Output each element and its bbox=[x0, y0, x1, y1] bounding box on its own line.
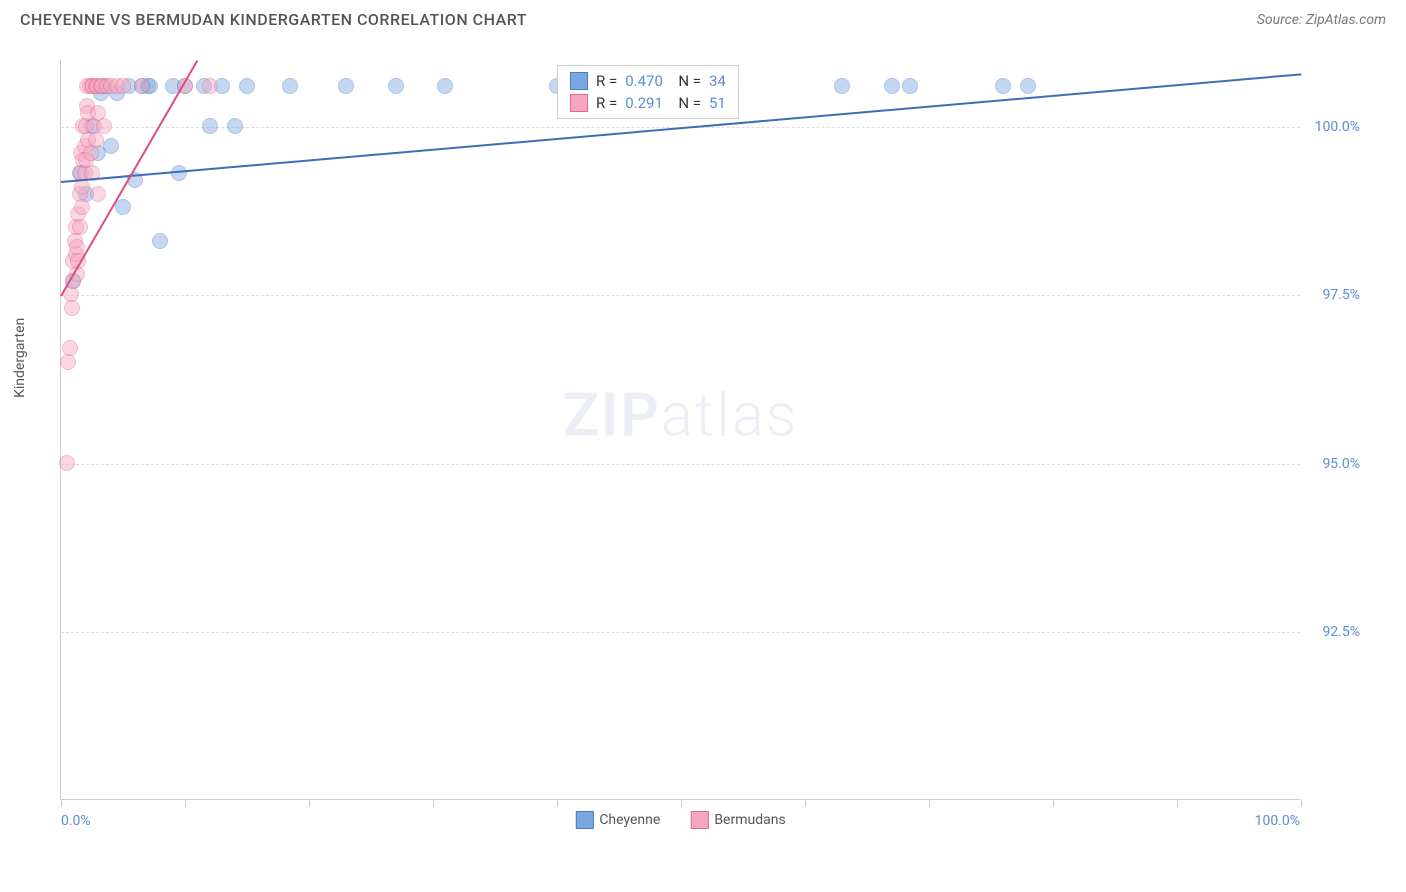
chart-source: Source: ZipAtlas.com bbox=[1257, 12, 1386, 28]
legend-n-label: N = bbox=[671, 94, 701, 112]
legend-swatch bbox=[570, 72, 588, 90]
scatter-point bbox=[239, 78, 255, 94]
legend-n-value: 51 bbox=[709, 94, 726, 112]
legend-swatch bbox=[570, 94, 588, 112]
scatter-point bbox=[902, 78, 918, 94]
x-tick bbox=[681, 799, 682, 807]
gridline bbox=[61, 295, 1300, 296]
scatter-point bbox=[171, 165, 187, 181]
legend-n-label: N = bbox=[671, 72, 701, 90]
scatter-point bbox=[202, 118, 218, 134]
scatter-point bbox=[88, 132, 104, 148]
scatter-point bbox=[202, 78, 218, 94]
x-tick bbox=[1053, 799, 1054, 807]
x-tick bbox=[309, 799, 310, 807]
legend-r-label: R = bbox=[596, 72, 617, 90]
x-label-left: 0.0% bbox=[61, 813, 91, 829]
x-tick bbox=[433, 799, 434, 807]
x-tick bbox=[185, 799, 186, 807]
scatter-point bbox=[90, 186, 106, 202]
x-tick bbox=[1301, 799, 1302, 807]
y-axis-title: Kindergarten bbox=[12, 318, 28, 398]
y-tick-label: 100.0% bbox=[1315, 119, 1360, 135]
gridline bbox=[61, 464, 1300, 465]
legend-label: Cheyenne bbox=[599, 812, 660, 828]
bottom-legend-item: Cheyenne bbox=[575, 811, 660, 829]
x-tick bbox=[929, 799, 930, 807]
legend-label: Bermudans bbox=[714, 812, 785, 828]
bottom-legend: Cheyenne Bermudans bbox=[575, 811, 785, 829]
gridline bbox=[61, 632, 1300, 633]
scatter-point bbox=[995, 78, 1011, 94]
scatter-point bbox=[282, 78, 298, 94]
scatter-point bbox=[134, 78, 150, 94]
scatter-point bbox=[834, 78, 850, 94]
legend-r-label: R = bbox=[596, 94, 617, 112]
scatter-point bbox=[152, 233, 168, 249]
scatter-point bbox=[115, 78, 131, 94]
x-label-right: 100.0% bbox=[1255, 813, 1300, 829]
stats-legend: R = 0.470 N = 34R = 0.291 N = 51 bbox=[557, 65, 739, 119]
watermark: ZIPatlas bbox=[563, 379, 799, 450]
legend-swatch bbox=[575, 811, 593, 829]
scatter-point bbox=[338, 78, 354, 94]
scatter-point bbox=[103, 138, 119, 154]
y-tick-label: 95.0% bbox=[1322, 456, 1360, 472]
chart-container: Kindergarten ZIPatlas 92.5%95.0%97.5%100… bbox=[60, 50, 1360, 810]
legend-swatch bbox=[690, 811, 708, 829]
scatter-point bbox=[227, 118, 243, 134]
scatter-point bbox=[74, 199, 90, 215]
scatter-point bbox=[884, 78, 900, 94]
scatter-point bbox=[388, 78, 404, 94]
x-tick bbox=[61, 799, 62, 807]
scatter-point bbox=[72, 219, 88, 235]
x-tick bbox=[805, 799, 806, 807]
scatter-point bbox=[96, 118, 112, 134]
stats-legend-row: R = 0.470 N = 34 bbox=[570, 72, 726, 90]
plot-area: ZIPatlas 92.5%95.0%97.5%100.0%0.0%100.0%… bbox=[60, 60, 1300, 800]
y-tick-label: 92.5% bbox=[1322, 624, 1360, 640]
stats-legend-row: R = 0.291 N = 51 bbox=[570, 94, 726, 112]
scatter-point bbox=[115, 199, 131, 215]
legend-n-value: 34 bbox=[709, 72, 726, 90]
x-tick bbox=[557, 799, 558, 807]
chart-header: CHEYENNE VS BERMUDAN KINDERGARTEN CORREL… bbox=[0, 0, 1406, 39]
scatter-point bbox=[1020, 78, 1036, 94]
x-tick bbox=[1177, 799, 1178, 807]
scatter-point bbox=[59, 455, 75, 471]
y-tick-label: 97.5% bbox=[1322, 287, 1360, 303]
scatter-point bbox=[437, 78, 453, 94]
legend-r-value: 0.291 bbox=[625, 94, 663, 112]
scatter-point bbox=[64, 300, 80, 316]
chart-title: CHEYENNE VS BERMUDAN KINDERGARTEN CORREL… bbox=[20, 10, 527, 29]
bottom-legend-item: Bermudans bbox=[690, 811, 785, 829]
scatter-point bbox=[62, 340, 78, 356]
legend-r-value: 0.470 bbox=[625, 72, 663, 90]
